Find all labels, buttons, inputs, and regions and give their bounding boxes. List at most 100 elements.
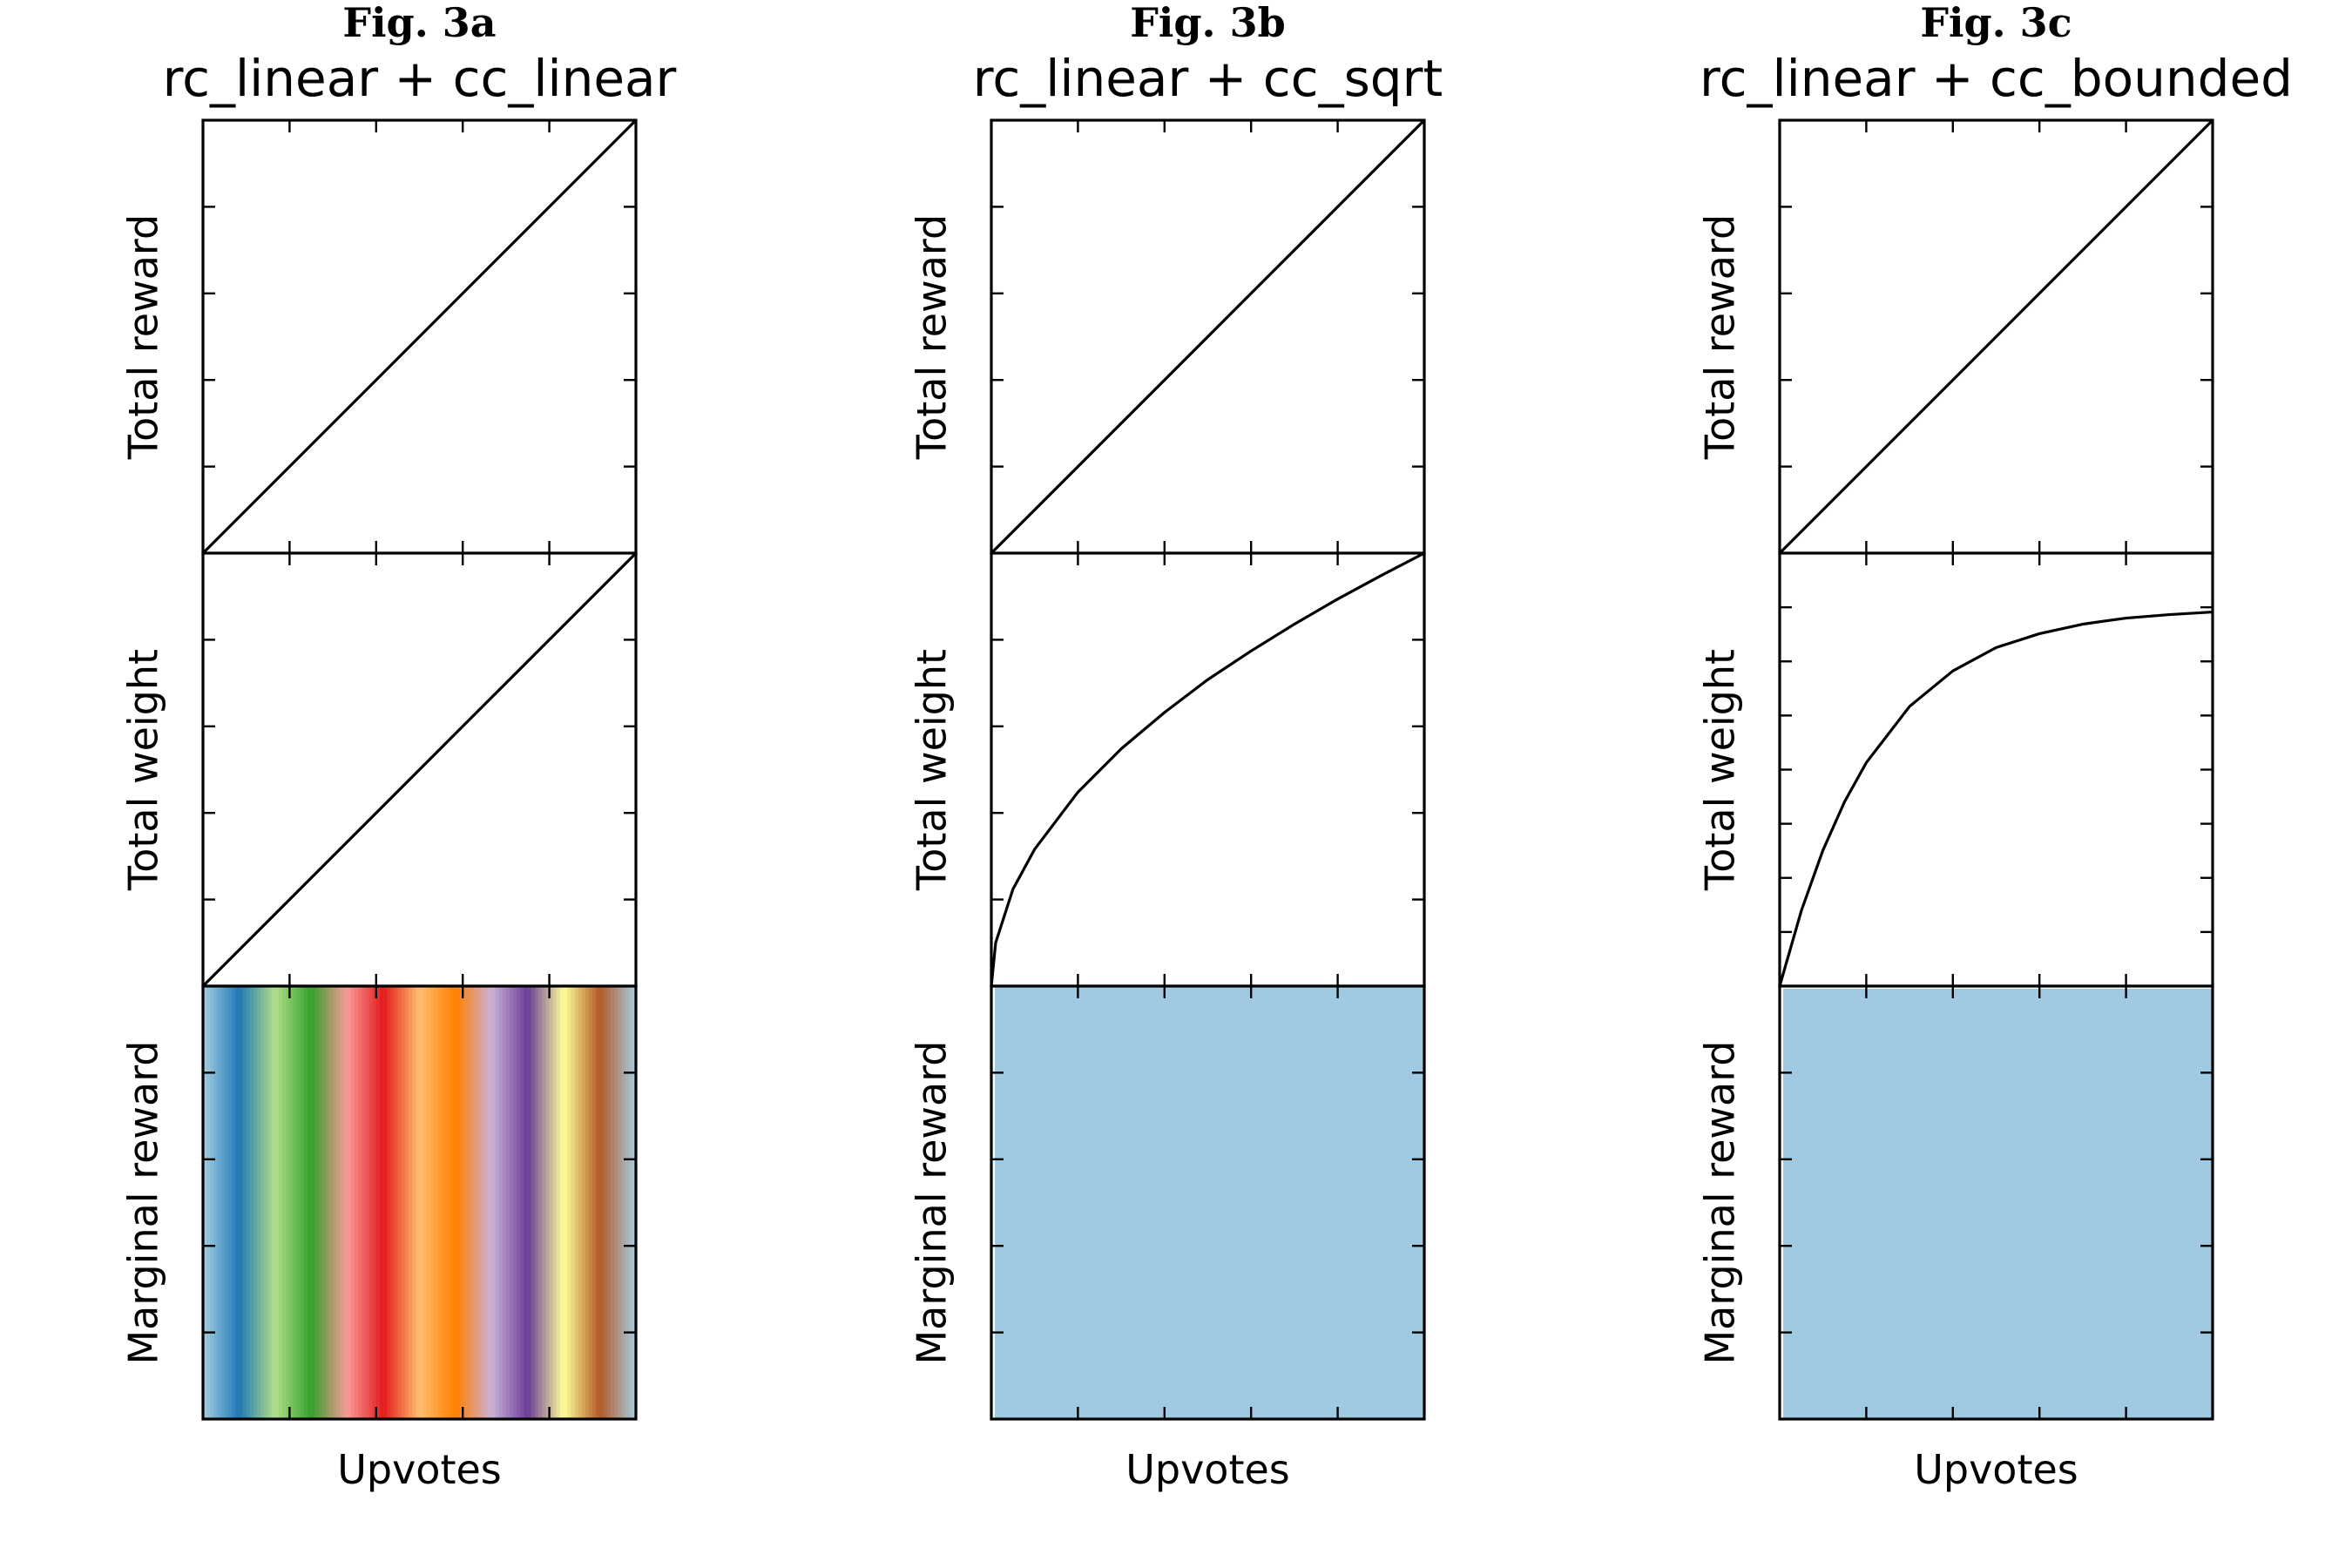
heat-band	[510, 986, 514, 1419]
heat-band	[527, 986, 532, 1419]
heat-band	[264, 986, 269, 1419]
panel-total-reward: Total reward	[909, 118, 1426, 555]
heat-band	[466, 986, 471, 1419]
y-axis-label: Marginal reward	[120, 1040, 167, 1364]
heat-band	[362, 986, 366, 1419]
heat-band	[340, 986, 345, 1419]
heat-band	[611, 986, 615, 1419]
figure-label: Fig. 3b	[1130, 0, 1286, 46]
heat-band	[308, 986, 312, 1419]
heat-band	[470, 986, 475, 1419]
heat-band	[578, 986, 583, 1419]
heat-band	[347, 986, 352, 1419]
heatmap	[1783, 988, 2213, 1419]
axis-ticks	[203, 553, 636, 986]
axis-ticks	[991, 120, 1424, 553]
heat-band	[535, 986, 539, 1419]
x-axis-label: Upvotes	[1914, 1446, 2078, 1493]
heat-band	[552, 986, 558, 1419]
heat-band	[289, 986, 294, 1419]
heat-band	[542, 986, 547, 1419]
axis-ticks	[1780, 120, 2213, 553]
chart-title: rc_linear + cc_bounded	[1700, 49, 2293, 108]
heat-band	[429, 986, 435, 1419]
heat-band	[271, 986, 276, 1419]
heat-band	[314, 986, 320, 1419]
heat-band	[387, 986, 391, 1419]
heat-band	[603, 986, 608, 1419]
heat-band	[495, 986, 500, 1419]
heat-band	[484, 986, 489, 1419]
axis-ticks	[203, 986, 636, 1419]
heat-band	[401, 986, 406, 1419]
y-axis-label: Total weight	[120, 649, 167, 891]
heat-band	[293, 986, 298, 1419]
panel-total-reward: Total reward	[120, 118, 638, 555]
heat-band	[257, 986, 261, 1419]
heat-band	[491, 986, 497, 1419]
heat-band	[451, 986, 456, 1419]
heat-band	[336, 986, 341, 1419]
x-axis-label: Upvotes	[1125, 1446, 1290, 1493]
heat-band	[249, 986, 254, 1419]
heat-band	[556, 986, 561, 1419]
heat-band	[592, 986, 598, 1419]
heat-band	[227, 986, 233, 1419]
heat-band	[412, 986, 416, 1419]
heat-band	[448, 986, 453, 1419]
panel-background	[991, 553, 1424, 986]
heat-band	[365, 986, 370, 1419]
heat-band	[571, 986, 576, 1419]
heat-band	[549, 986, 554, 1419]
heat-band	[343, 986, 348, 1419]
heat-band	[502, 986, 507, 1419]
heat-band	[581, 986, 586, 1419]
heat-band	[300, 986, 305, 1419]
heat-band	[235, 986, 240, 1419]
heat-band	[625, 986, 630, 1419]
heat-band	[614, 986, 618, 1419]
heat-band	[368, 986, 374, 1419]
heat-band	[286, 986, 290, 1419]
axis-ticks	[991, 986, 1424, 1419]
heat-band	[488, 986, 492, 1419]
heat-band	[437, 986, 442, 1419]
heat-band	[278, 986, 283, 1419]
heat-band	[274, 986, 280, 1419]
heat-band	[444, 986, 449, 1419]
heat-band	[419, 986, 424, 1419]
heat-band	[599, 986, 605, 1419]
heat-band	[260, 986, 266, 1419]
heat-band	[318, 986, 323, 1419]
heat-band	[282, 986, 287, 1419]
y-axis-label: Total weight	[909, 649, 956, 891]
series-line	[1778, 610, 2213, 987]
y-axis-label: Marginal reward	[909, 1040, 956, 1364]
heat-band	[328, 986, 334, 1419]
heat-band	[390, 986, 395, 1419]
heat-band	[422, 986, 428, 1419]
heat-band	[379, 986, 384, 1419]
panel-marginal-reward: Marginal reward	[909, 984, 1426, 1421]
heat-band	[213, 986, 219, 1419]
chart-title: rc_linear + cc_linear	[163, 49, 677, 108]
heat-band	[473, 986, 478, 1419]
heat-band	[517, 986, 522, 1419]
heat-band	[375, 986, 381, 1419]
series-line	[201, 118, 638, 555]
y-axis-label: Total reward	[1697, 214, 1744, 460]
heat-band	[463, 986, 467, 1419]
axis-ticks	[1780, 986, 2213, 1419]
heat-band	[459, 986, 463, 1419]
axis-ticks	[1780, 553, 2213, 986]
panel-total-reward: Total reward	[1697, 118, 2214, 555]
heat-band	[1783, 988, 2213, 1419]
heat-band	[498, 986, 504, 1419]
heat-band	[574, 986, 579, 1419]
heat-band	[995, 986, 1424, 1419]
heat-band	[210, 986, 215, 1419]
heat-band	[520, 986, 525, 1419]
heat-band	[426, 986, 431, 1419]
